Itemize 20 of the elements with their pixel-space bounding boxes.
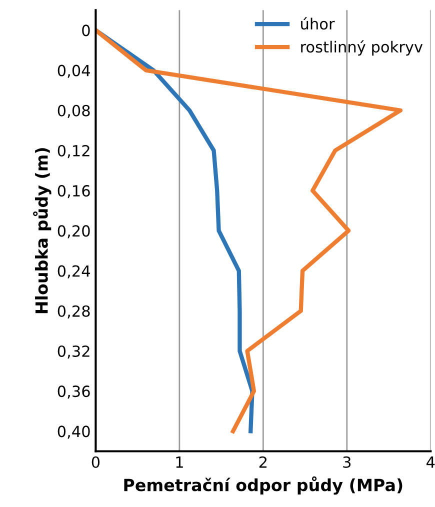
x-axis-title: Pemetrační odpor půdy (MPa) xyxy=(124,476,402,495)
y-tick-label: 0,12 xyxy=(58,144,90,158)
x-tick-label: 1 xyxy=(176,456,183,468)
y-tick-label: 0,04 xyxy=(58,64,90,78)
y-tick-label: 0,24 xyxy=(58,265,90,278)
x-tick-label: 4 xyxy=(426,456,435,468)
x-tick-label: 2 xyxy=(259,456,267,468)
x-tick-label: 3 xyxy=(343,456,351,468)
x-tick-label: 0 xyxy=(92,456,100,468)
y-axis-title: Hloubka půdy (m) xyxy=(33,148,52,314)
y-tick-label: 0,20 xyxy=(58,225,90,238)
y-tick-label: 0,08 xyxy=(58,104,90,118)
y-tick-label: 0,16 xyxy=(58,185,90,198)
y-tick-label: 0,36 xyxy=(58,386,90,399)
y-tick-label: 0,28 xyxy=(58,305,90,318)
legend-label: úhor xyxy=(301,17,335,30)
y-tick-label: 0 xyxy=(82,24,90,36)
y-tick-label: 0,32 xyxy=(58,345,90,359)
legend-label: rostlinný pokryv xyxy=(301,40,423,56)
y-tick-label: 0,40 xyxy=(58,426,90,439)
